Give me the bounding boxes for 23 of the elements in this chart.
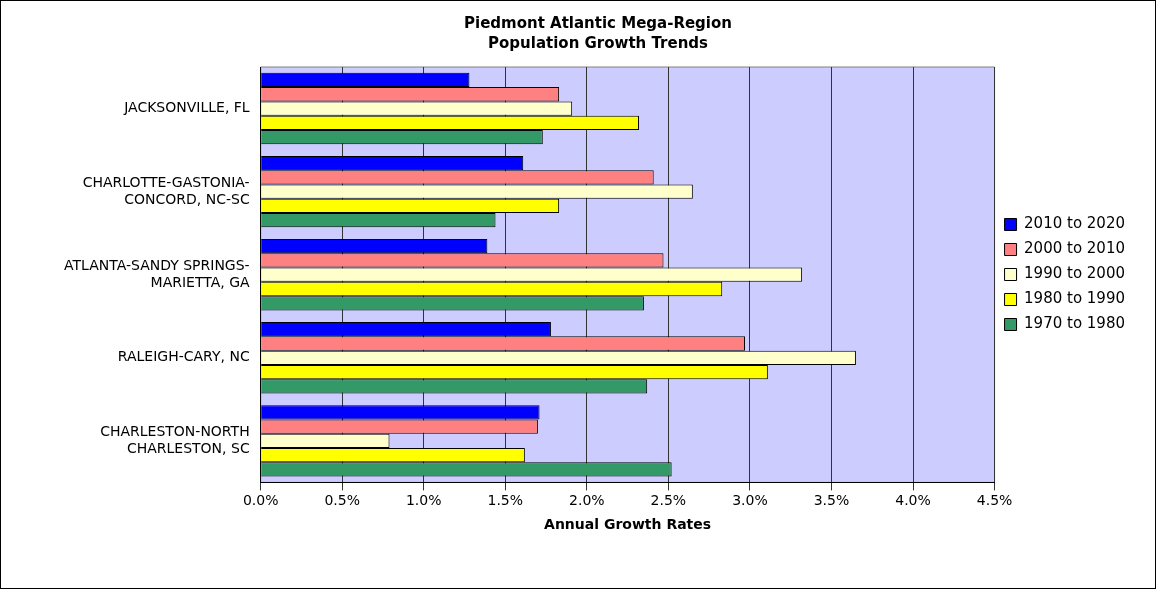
x-tick-label: 0.5% xyxy=(324,492,360,509)
legend-label: 1980 to 1990 xyxy=(1024,289,1126,308)
x-tick-label: 3.0% xyxy=(732,492,768,509)
y-tick-label: JACKSONVILLE, FL xyxy=(123,99,250,116)
legend-label: 1970 to 1980 xyxy=(1024,314,1126,333)
chart-title: Piedmont Atlantic Mega-Region xyxy=(464,13,732,32)
x-axis-title: Annual Growth Rates xyxy=(544,516,712,533)
legend-label: 2000 to 2010 xyxy=(1024,239,1126,258)
x-tick-label: 2.0% xyxy=(569,492,605,509)
chart-subtitle: Population Growth Trends xyxy=(488,33,709,52)
y-tick-label: CHARLESTON-NORTH CHARLESTON, SC xyxy=(100,423,250,456)
x-tick-label: 0.0% xyxy=(242,492,279,509)
x-tick-label: 1.0% xyxy=(405,492,442,509)
y-tick-label: ATLANTA-SANDY SPRINGS- MARIETTA, GA xyxy=(63,256,251,290)
x-tick-label: 1.5% xyxy=(487,492,524,509)
legend-label: 2010 to 2020 xyxy=(1024,214,1126,233)
x-tick-label: 4.5% xyxy=(976,492,1013,509)
x-tick-label: 3.5% xyxy=(813,492,850,509)
x-tick-label: 4.0% xyxy=(895,492,931,509)
y-tick-label: CHARLOTTE-GASTONIA- CONCORD, NC-SC xyxy=(82,173,250,207)
x-tick-label: 2.5% xyxy=(650,492,687,509)
y-tick-label: RALEIGH-CARY, NC xyxy=(117,348,250,365)
legend-label: 1990 to 2000 xyxy=(1024,264,1126,283)
